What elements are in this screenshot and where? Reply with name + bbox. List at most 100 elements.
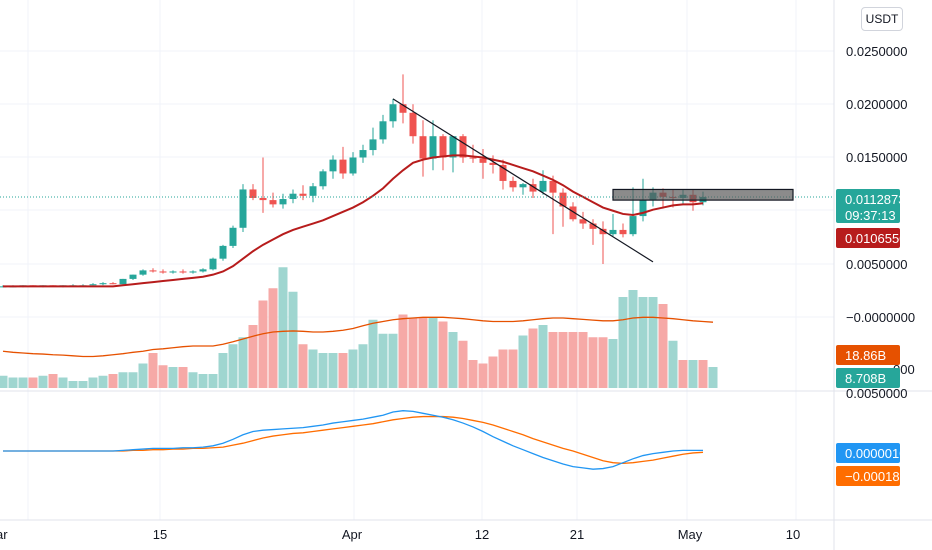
volume-bar bbox=[388, 333, 398, 388]
candle-body bbox=[489, 162, 497, 165]
candle-body bbox=[529, 184, 537, 192]
candle-body bbox=[459, 136, 467, 158]
macd-tag bbox=[836, 443, 900, 463]
volume-bar bbox=[558, 332, 568, 388]
volume-bar bbox=[318, 353, 328, 388]
axes: 0.0250000 0.0200000 0.0150000 0.0050000 −0.0… bbox=[0, 44, 915, 542]
candle-body bbox=[429, 136, 437, 159]
volume-ma-tag-label: 18.86B bbox=[845, 348, 886, 363]
candle-body bbox=[559, 192, 567, 207]
volume-bar bbox=[458, 340, 468, 388]
volume-bar bbox=[38, 375, 48, 388]
candle-body bbox=[599, 228, 607, 235]
candle-body bbox=[609, 229, 617, 235]
candle-body bbox=[539, 180, 547, 192]
volume-ma-line bbox=[2, 316, 714, 358]
time-tick-label: 15 bbox=[153, 527, 167, 542]
signal-tag bbox=[836, 466, 900, 486]
candle-body bbox=[159, 271, 167, 273]
price-tick-label: 0.0150000 bbox=[846, 150, 907, 165]
volume-bar bbox=[698, 360, 708, 388]
volume-bar bbox=[58, 377, 68, 388]
candle-body bbox=[639, 200, 647, 217]
volume-bar bbox=[188, 372, 198, 388]
candle-body bbox=[309, 186, 317, 196]
volume-bar bbox=[568, 332, 578, 388]
candle-body bbox=[329, 159, 337, 172]
candle-body bbox=[259, 197, 267, 201]
volume-bar bbox=[278, 267, 288, 388]
volume-bar bbox=[648, 297, 658, 388]
currency-button[interactable]: USDT bbox=[861, 7, 903, 31]
volume-bar bbox=[478, 363, 488, 388]
candle-body bbox=[479, 158, 487, 163]
candle-body bbox=[169, 271, 177, 273]
volume-bar bbox=[68, 381, 78, 388]
volume-bar bbox=[638, 297, 648, 388]
volume-bar bbox=[0, 375, 8, 388]
volume-bar bbox=[588, 337, 598, 388]
volume-bar bbox=[128, 372, 138, 388]
candle-body bbox=[389, 104, 397, 122]
time-tick-label: 21 bbox=[570, 527, 584, 542]
candle-body bbox=[99, 283, 107, 285]
candle-body bbox=[319, 171, 327, 187]
volume-bar bbox=[618, 297, 628, 388]
candle-body bbox=[589, 223, 597, 229]
volume-bar bbox=[258, 300, 268, 388]
volume-bar bbox=[448, 332, 458, 388]
candle-body bbox=[119, 278, 127, 285]
volume-bar bbox=[678, 360, 688, 388]
candle-body bbox=[279, 199, 287, 205]
volume-bar bbox=[548, 332, 558, 388]
rectangle-drawing[interactable] bbox=[612, 188, 794, 201]
time-tick-label: 10 bbox=[786, 527, 800, 542]
price-tick-label: 0.0050000 bbox=[846, 257, 907, 272]
volume-bar bbox=[208, 374, 218, 388]
volume-bar bbox=[688, 360, 698, 388]
candle-body bbox=[149, 270, 157, 272]
candle-body bbox=[299, 193, 307, 196]
candle-body bbox=[249, 189, 257, 198]
volume-bar bbox=[298, 344, 308, 388]
candle-body bbox=[179, 271, 187, 273]
volume-bar bbox=[168, 367, 178, 388]
candle-body bbox=[89, 284, 97, 286]
candle-body bbox=[619, 229, 627, 235]
volume-bar bbox=[198, 374, 208, 388]
drawings bbox=[392, 98, 794, 263]
candle-body bbox=[509, 180, 517, 188]
candle-body bbox=[399, 104, 407, 113]
last-price-tag-label: 09:37:13 bbox=[845, 208, 896, 223]
trendline-drawing[interactable] bbox=[392, 98, 654, 263]
candle-body bbox=[189, 271, 197, 273]
candle-body bbox=[449, 136, 457, 158]
volume-bar bbox=[508, 349, 518, 388]
volume-bar bbox=[658, 304, 668, 388]
volume-bar bbox=[488, 356, 498, 388]
volume-bar bbox=[228, 344, 238, 388]
time-tick-label: 12 bbox=[475, 527, 489, 542]
signal-line bbox=[3, 415, 704, 465]
volume-bar bbox=[18, 377, 28, 388]
volume-bar bbox=[708, 367, 718, 388]
price-tick-label: 0.0250000 bbox=[846, 44, 907, 59]
volume-bar bbox=[48, 374, 58, 388]
volume-bar bbox=[608, 339, 618, 388]
volume-bar bbox=[218, 353, 228, 388]
candle-body bbox=[409, 112, 417, 137]
volume-tag bbox=[836, 368, 900, 388]
candle-body bbox=[469, 157, 477, 159]
candle-body bbox=[369, 139, 377, 151]
volume-bar bbox=[348, 349, 358, 388]
volume-bar bbox=[288, 291, 298, 388]
volume-bar bbox=[248, 325, 258, 388]
time-tick-label: ar bbox=[0, 527, 8, 542]
candle-body bbox=[339, 159, 347, 174]
volume-bar bbox=[428, 318, 438, 388]
ma-value-tag-label: 0.0106550 bbox=[845, 231, 906, 246]
volume-bar bbox=[518, 335, 528, 388]
candle-body bbox=[379, 121, 387, 140]
candle-body bbox=[109, 283, 117, 285]
